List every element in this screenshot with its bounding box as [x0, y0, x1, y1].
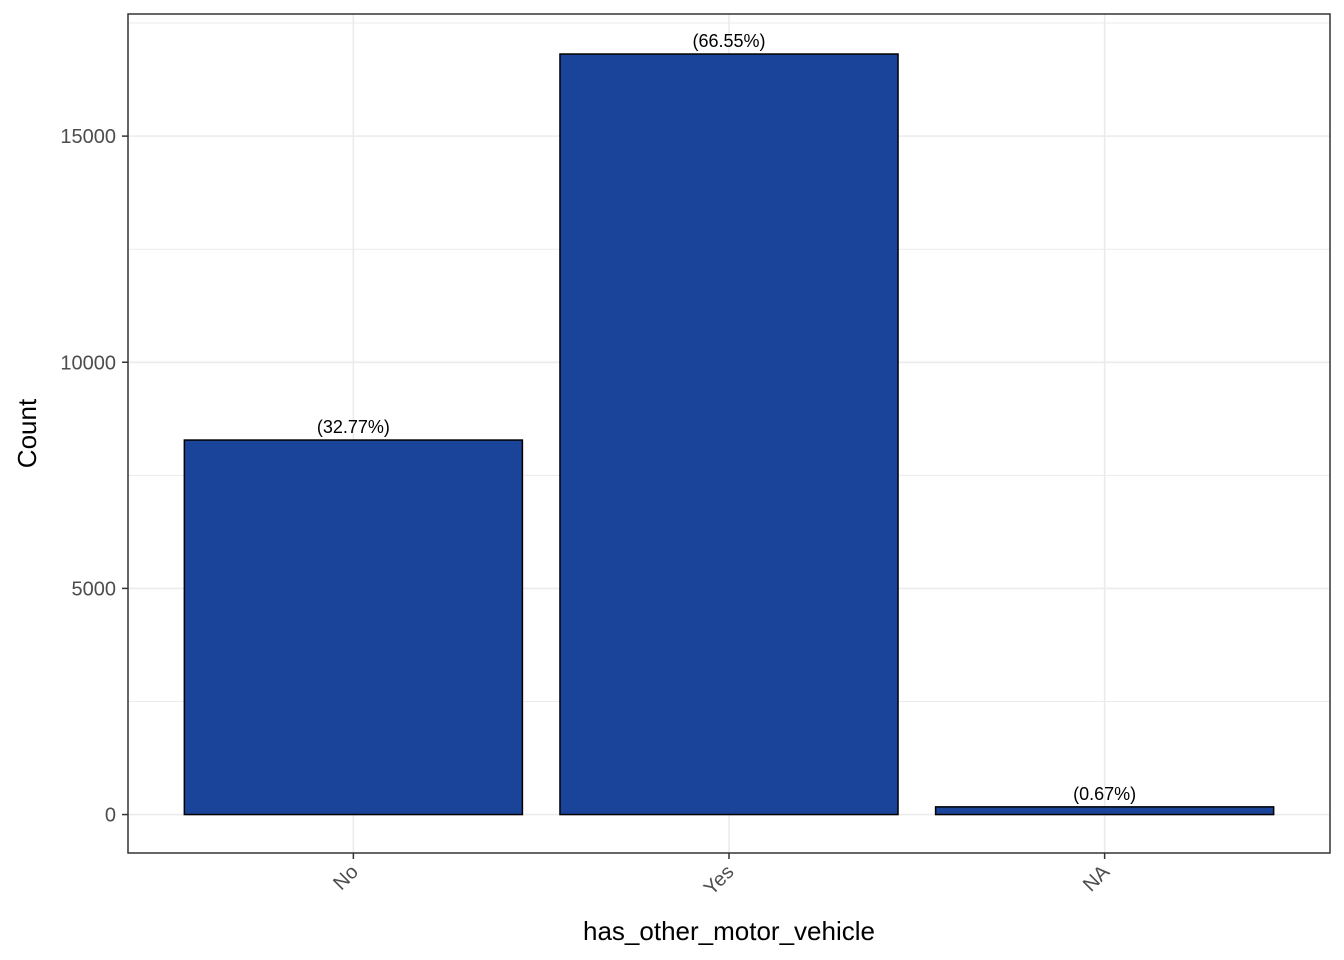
y-tick-label: 0 — [105, 805, 116, 827]
x-axis: No Yes NA — [329, 853, 1115, 900]
x-tick-label-yes: Yes — [700, 861, 739, 900]
x-tick-label-na: NA — [1079, 861, 1115, 897]
bar-na — [934, 806, 1275, 816]
bar-yes — [559, 53, 899, 816]
data-label-yes: (66.55%) — [692, 31, 765, 51]
y-axis: 0 5000 10000 15000 — [60, 126, 128, 827]
y-tick-label: 10000 — [60, 352, 116, 374]
y-tick-label: 15000 — [60, 126, 116, 148]
y-axis-title: Count — [12, 398, 42, 468]
data-labels: (32.77%) (66.55%) (0.67%) — [317, 31, 1136, 804]
bars — [183, 53, 1275, 816]
x-tick-label-no: No — [329, 861, 363, 895]
y-tick-label: 5000 — [72, 578, 117, 600]
bar-no — [183, 439, 524, 816]
data-label-na: (0.67%) — [1073, 784, 1136, 804]
data-label-no: (32.77%) — [317, 417, 390, 437]
x-axis-title: has_other_motor_vehicle — [583, 916, 875, 946]
